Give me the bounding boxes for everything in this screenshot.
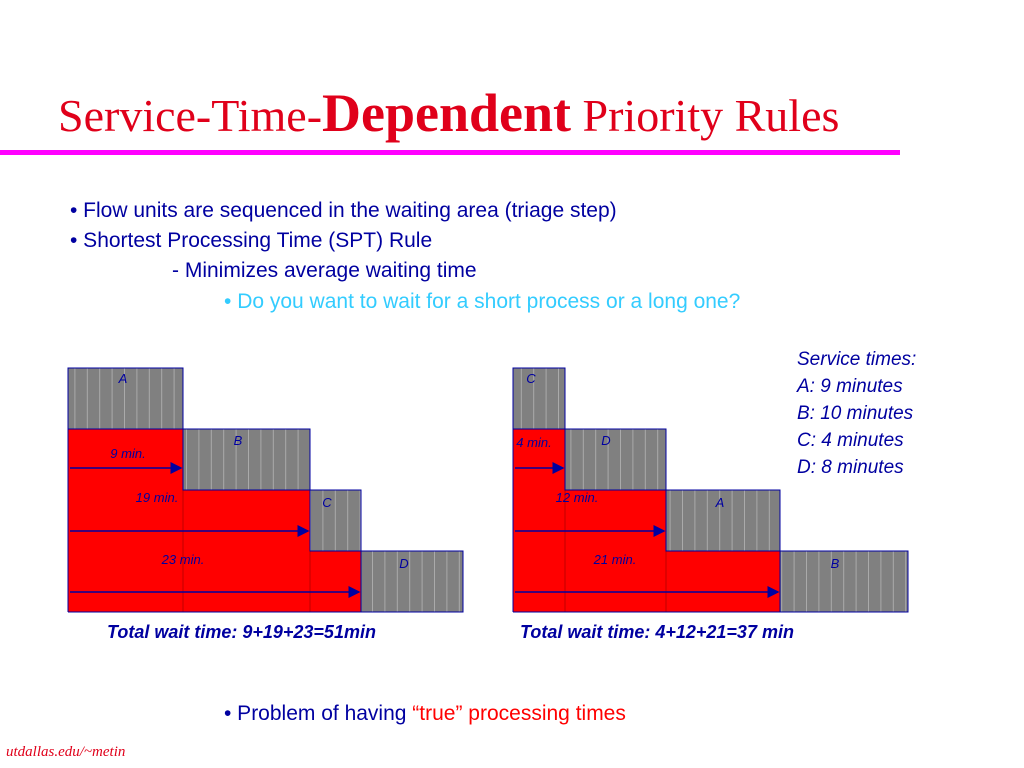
problem-highlight: “true” processing times bbox=[412, 702, 626, 725]
wait-block-d bbox=[68, 551, 361, 612]
wait-label-12: 12 min. bbox=[556, 490, 599, 505]
footer-source: utdallas.edu/~metin bbox=[6, 744, 126, 760]
wait-block-b bbox=[68, 429, 183, 490]
wait-label-23: 23 min. bbox=[161, 552, 205, 567]
job-label-b: B bbox=[234, 433, 243, 448]
service-block-a bbox=[67, 367, 184, 430]
title-part3: Priority Rules bbox=[571, 90, 840, 141]
slide-title: Service-Time-Dependent Priority Rules bbox=[58, 86, 839, 140]
job-label-a: A bbox=[118, 371, 128, 386]
service-time-a: A: 9 minutes bbox=[797, 376, 903, 397]
bullet-flow-units: • Flow units are sequenced in the waitin… bbox=[70, 199, 617, 222]
bullet-problem: • Problem of having “true” processing ti… bbox=[224, 702, 626, 726]
wait-label-21: 21 min. bbox=[593, 552, 637, 567]
right-schedule: C D A B 4 min. 12 min. 21 min. bbox=[512, 367, 909, 613]
title-emphasis: Dependent bbox=[322, 83, 572, 143]
question-bullet-mark: • bbox=[224, 290, 238, 313]
wait-label-19: 19 min. bbox=[136, 490, 179, 505]
service-time-c: C: 4 minutes bbox=[797, 430, 904, 451]
bullet-question: • Do you want to wait for a short proces… bbox=[224, 290, 740, 314]
wait-label-4: 4 min. bbox=[516, 435, 551, 450]
wait-block-c bbox=[68, 490, 310, 551]
job-label-b-right: B bbox=[831, 556, 840, 571]
wait-label-9: 9 min. bbox=[110, 446, 145, 461]
job-label-a-right: A bbox=[715, 495, 725, 510]
left-total-wait: Total wait time: 9+19+23=51min bbox=[107, 622, 376, 642]
title-underline bbox=[0, 150, 900, 155]
service-times-list: Service times: A: 9 minutes B: 10 minute… bbox=[797, 346, 916, 481]
bullet-minimizes: - Minimizes average waiting time bbox=[172, 259, 477, 282]
right-total-wait: Total wait time: 4+12+21=37 min bbox=[520, 622, 794, 642]
service-block-d bbox=[360, 550, 464, 613]
job-label-d: D bbox=[399, 556, 408, 571]
wait-block-d-right bbox=[513, 429, 565, 490]
job-label-d-right: D bbox=[601, 433, 610, 448]
service-block-a-right2 bbox=[665, 489, 781, 552]
service-time-b: B: 10 minutes bbox=[797, 403, 914, 424]
problem-text: • Problem of having bbox=[224, 702, 413, 725]
service-time-d: D: 8 minutes bbox=[797, 457, 904, 478]
service-block-d-right bbox=[564, 428, 667, 491]
title-part1: Service-Time- bbox=[58, 90, 323, 141]
bullet-spt-rule: • Shortest Processing Time (SPT) Rule bbox=[70, 229, 433, 252]
service-block-c-right bbox=[512, 367, 566, 430]
job-label-c: C bbox=[322, 495, 332, 510]
left-schedule: A B C D 9 min. 19 min. 23 min. bbox=[67, 367, 464, 613]
wait-block-b-right bbox=[513, 551, 780, 612]
service-times-heading: Service times: bbox=[797, 349, 917, 370]
job-label-c-right: C bbox=[526, 371, 536, 386]
question-text: Do you want to wait for a short process … bbox=[237, 290, 741, 313]
wait-block-a-right bbox=[513, 490, 666, 551]
service-block-b-right2 bbox=[779, 550, 909, 613]
service-block-c bbox=[309, 489, 362, 552]
service-block-b bbox=[182, 428, 311, 491]
